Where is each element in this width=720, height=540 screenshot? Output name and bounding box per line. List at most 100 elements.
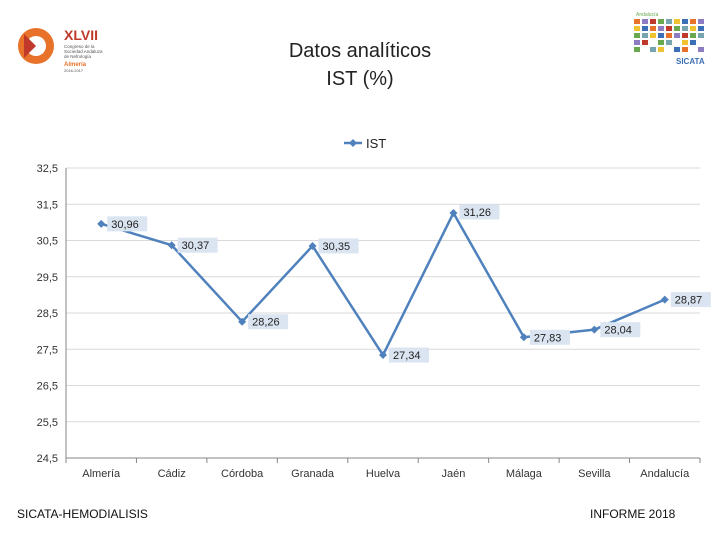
x-tick-label: Cádiz — [158, 468, 186, 480]
data-label: 30,35 — [323, 241, 351, 253]
series-ist — [97, 208, 669, 360]
mosaic-tile — [690, 19, 696, 24]
mosaic-tile — [650, 19, 656, 24]
data-label-box — [318, 238, 359, 254]
mosaic-tile — [674, 19, 680, 24]
mosaic-tile — [690, 26, 696, 31]
mosaic-tile — [666, 26, 672, 31]
mosaic-tile — [634, 33, 640, 38]
data-label: 28,04 — [604, 325, 632, 337]
mosaic-tile — [642, 40, 648, 45]
congress-logo-roman: XLVII — [64, 27, 98, 43]
mosaic-tile — [666, 33, 672, 38]
mosaic-tile — [642, 19, 648, 24]
data-label: 30,96 — [111, 219, 139, 231]
mosaic-tile — [698, 47, 704, 52]
mosaic-tile — [634, 47, 640, 52]
series-line — [100, 211, 666, 357]
x-tick-label: Sevilla — [578, 468, 611, 480]
gridlines — [66, 167, 700, 459]
y-tick-label: 26,5 — [37, 381, 58, 393]
mosaic-tile — [682, 19, 688, 24]
mosaic-tile — [698, 26, 704, 31]
data-label-box — [529, 329, 570, 345]
x-tick-label: Jaén — [442, 468, 466, 480]
chart-title-line-2: IST (%) — [326, 68, 394, 90]
legend-marker — [349, 139, 357, 147]
congress-logo-city: Almería — [64, 62, 87, 68]
congress-logo-line-3: de Nefrología — [64, 54, 92, 59]
x-tick-label: Córdoba — [221, 468, 264, 480]
data-point — [449, 208, 458, 217]
sicata-logo: Andalucía SICATA — [626, 8, 716, 68]
mosaic-tile — [650, 47, 656, 52]
x-tick-label: Huelva — [366, 468, 401, 480]
mosaic-tile — [682, 33, 688, 38]
mosaic-tile — [682, 40, 688, 45]
chart-title-line-1: Datos analíticos — [288, 40, 432, 62]
data-point — [308, 241, 317, 250]
sicata-logo-tagline: Andalucía — [636, 12, 658, 18]
data-point — [660, 295, 669, 304]
y-tick-label: 29,5 — [37, 272, 58, 284]
mosaic-tile — [658, 40, 664, 45]
mosaic-tile — [650, 26, 656, 31]
y-tick-label: 31,5 — [37, 199, 58, 211]
data-label: 28,26 — [252, 317, 280, 329]
congress-logo-mark — [24, 34, 36, 58]
x-tick-label: Granada — [291, 468, 335, 480]
y-tick-label: 25,5 — [37, 417, 58, 429]
y-tick-label: 27,5 — [37, 344, 58, 356]
data-point — [167, 241, 176, 250]
legend: IST — [344, 136, 386, 151]
data-label-box — [389, 347, 429, 363]
congress-logo-line-2: Sociedad Andaluza — [64, 49, 103, 54]
mosaic-tile — [682, 47, 688, 52]
footer-organization: SICATA-HEMODIALISIS — [17, 507, 148, 521]
y-tick-label: 24,5 — [37, 453, 58, 465]
data-label: 30,37 — [182, 240, 210, 252]
footer-report: INFORME 2018 — [590, 507, 676, 521]
mosaic-tile — [698, 19, 704, 24]
mosaic-tile — [674, 47, 680, 52]
congress-logo-date: 2016-2017 — [64, 68, 84, 73]
data-label-box — [107, 216, 148, 232]
data-point — [519, 333, 528, 342]
data-label-box — [459, 204, 500, 220]
data-label: 27,83 — [534, 332, 562, 344]
mosaic-tile — [634, 40, 640, 45]
data-label: 28,87 — [675, 295, 703, 307]
mosaic-tile — [642, 26, 648, 31]
data-point — [238, 317, 247, 326]
data-point — [379, 351, 387, 360]
mosaic-tile — [666, 40, 672, 45]
axes: 24,5 25,5 26,5 27,5 28,5 29,5 30,5 31,5 32,5 Alme… — [37, 163, 701, 480]
data-labels: 30,96 30,37 28,26 30,35 27,34 31,26 27,83 28,04… — [107, 204, 711, 363]
mosaic-tile — [674, 26, 680, 31]
data-label-box — [670, 292, 711, 308]
mosaic-tile — [658, 33, 664, 38]
mosaic-tile — [682, 26, 688, 31]
x-tick-label: Almería — [82, 468, 121, 480]
sicata-logo-name: SICATA — [676, 57, 705, 66]
data-label-box — [177, 237, 218, 253]
mosaic-tile — [674, 33, 680, 38]
data-label: 31,26 — [463, 207, 491, 219]
mosaic-tile — [666, 19, 672, 24]
mosaic-tile — [658, 47, 664, 52]
mosaic-tile — [698, 33, 704, 38]
congress-logo: XLVII Congreso de la Sociedad Andaluza d… — [14, 18, 124, 80]
mosaic-tile — [634, 19, 640, 24]
data-label-box — [248, 314, 289, 330]
mosaic-tile — [658, 19, 664, 24]
x-tick-label: Andalucía — [640, 468, 690, 480]
legend-label: IST — [366, 136, 386, 151]
mosaic-tile — [690, 33, 696, 38]
data-label-box — [600, 322, 641, 338]
y-tick-label: 28,5 — [37, 308, 58, 320]
congress-logo-line-1: Congreso de la — [64, 44, 95, 49]
data-point — [97, 219, 106, 228]
sicata-mosaic — [634, 19, 704, 52]
